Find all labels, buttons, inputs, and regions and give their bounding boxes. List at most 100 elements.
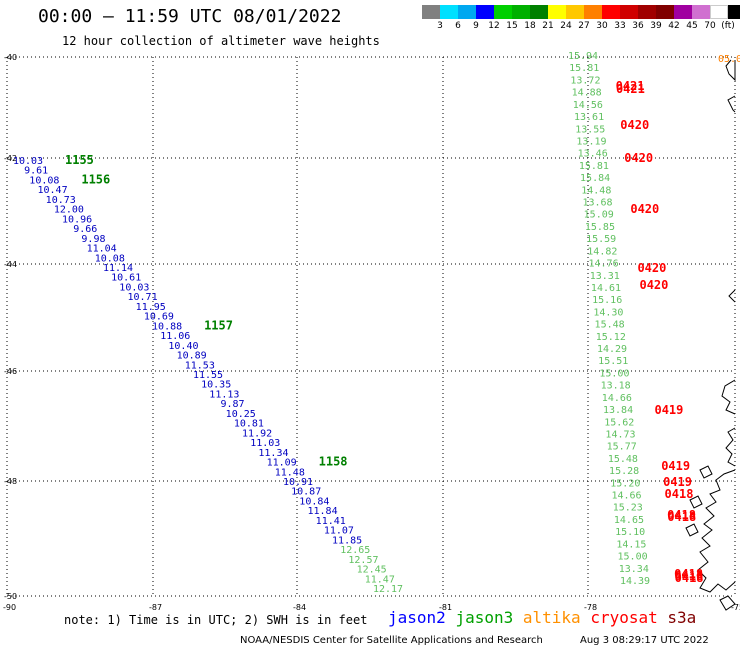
- swh-value: 9.66: [73, 224, 97, 235]
- swh-value: 10.73: [46, 195, 76, 206]
- color-scale-label: (ft): [721, 21, 735, 31]
- swh-value: 15.23: [613, 503, 643, 514]
- swh-value: 15.51: [598, 356, 628, 367]
- swh-value: 11.95: [136, 302, 166, 313]
- swh-value: 15.16: [592, 295, 622, 306]
- lon-label: -90: [3, 603, 16, 612]
- swh-value: 12.45: [357, 565, 387, 576]
- swh-value: 15.81: [579, 161, 609, 172]
- swh-value: 15.62: [604, 417, 634, 428]
- swh-value: 15.84: [580, 173, 610, 184]
- swh-value: 14.56: [573, 100, 603, 111]
- color-scale-label: 70: [704, 21, 716, 31]
- color-scale-label: 42: [668, 21, 680, 31]
- coastline-segment: [697, 469, 736, 593]
- swh-value: 13.31: [590, 271, 620, 282]
- swh-value: 10.08: [95, 253, 125, 264]
- color-scale-label: 15: [506, 21, 518, 31]
- swh-value: 10.96: [62, 214, 92, 225]
- swh-value: 11.07: [324, 526, 354, 537]
- swh-value: 14.76: [589, 259, 619, 270]
- swh-value: 12.00: [54, 205, 84, 216]
- swh-value: 14.15: [616, 539, 646, 550]
- timestamp-text: Aug 3 08:29:17 UTC 2022: [580, 635, 709, 646]
- color-scale-label: 3: [437, 21, 443, 31]
- axis-labels: -40 -42 -44 -46 -48 -50 -90 -87 -84 -81 -78 -75: [3, 53, 740, 612]
- coastline-segment: [699, 465, 713, 479]
- lat-label: -48: [4, 477, 17, 486]
- lon-label: -81: [439, 603, 452, 612]
- swh-value: 14.73: [605, 429, 635, 440]
- time-label: 0420: [639, 278, 668, 292]
- color-swatch: [422, 5, 440, 19]
- time-label: 0418: [667, 508, 696, 522]
- swh-value: 10.35: [201, 380, 231, 391]
- swh-value: 10.91: [283, 477, 313, 488]
- swh-value: 9.87: [220, 399, 244, 410]
- time-label: 0420: [620, 118, 649, 132]
- altika-value: 05.0: [718, 54, 740, 65]
- swh-value: 10.89: [177, 351, 207, 362]
- legend-cryosat: cryosat: [590, 608, 658, 627]
- swh-value: 10.61: [111, 273, 141, 284]
- color-scale-label: 12: [488, 21, 500, 31]
- lat-label: -42: [4, 154, 17, 163]
- time-label: 0419: [654, 403, 683, 417]
- swh-value: 10.71: [127, 292, 157, 303]
- swh-value: 15.12: [596, 332, 626, 343]
- swh-value: 10.81: [234, 419, 264, 430]
- swh-value: 14.66: [611, 491, 641, 502]
- swh-value: 14.66: [602, 393, 632, 404]
- color-swatch: [656, 5, 674, 19]
- swh-value: 13.84: [603, 405, 633, 416]
- coastline-segment: [728, 289, 736, 303]
- time-label: 0418: [674, 569, 703, 583]
- color-swatch: [710, 5, 728, 19]
- swh-value: 13.68: [582, 198, 612, 209]
- swh-value: 15.20: [610, 478, 640, 489]
- swh-value: 10.84: [299, 496, 329, 507]
- coastline-segment: [721, 379, 736, 415]
- coastline: [685, 59, 736, 611]
- swh-value: 13.34: [619, 564, 649, 575]
- swh-value: 10.40: [168, 341, 198, 352]
- legend-jason2: jason2: [388, 608, 446, 627]
- swh-value: 11.47: [365, 574, 395, 585]
- color-swatch: [692, 5, 710, 19]
- lat-label: -40: [4, 53, 17, 62]
- swh-value: 10.03: [13, 156, 43, 167]
- color-swatch: [440, 5, 458, 19]
- swh-value: 11.14: [103, 263, 133, 274]
- time-label: 0421: [616, 79, 645, 93]
- swh-value: 14.48: [581, 185, 611, 196]
- satellite-legend: jason2 jason3 altika cryosat s3a: [388, 608, 696, 627]
- coastline-segment: [685, 523, 699, 537]
- color-swatch: [458, 5, 476, 19]
- color-swatch: [494, 5, 512, 19]
- swh-value: 15.00: [599, 368, 629, 379]
- legend-s3a: s3a: [667, 608, 697, 627]
- color-scale-label: 30: [596, 21, 608, 31]
- lat-label: -44: [4, 260, 17, 269]
- color-swatch: [602, 5, 620, 19]
- coastline-segment: [689, 495, 703, 509]
- color-scale-label: 18: [524, 21, 536, 31]
- swh-value: 15.48: [595, 320, 625, 331]
- swh-value: 11.84: [307, 506, 337, 517]
- swh-value: 9.98: [81, 234, 105, 245]
- color-scale-label: 45: [686, 21, 698, 31]
- swh-value: 11.04: [87, 244, 117, 255]
- swh-value: 15.85: [585, 222, 615, 233]
- color-swatch: [584, 5, 602, 19]
- swh-value: 11.85: [332, 535, 362, 546]
- coastline-segment: [725, 59, 736, 82]
- chart-title: 00:00 — 11:59 UTC 08/01/2022: [38, 6, 342, 27]
- time-label: 0419: [663, 475, 692, 489]
- swh-value: 11.92: [242, 428, 272, 439]
- swh-value: 12.57: [348, 555, 378, 566]
- swh-value: 14.39: [620, 576, 650, 587]
- swh-value: 10.88: [152, 321, 182, 332]
- swh-value: 10.47: [37, 185, 67, 196]
- color-scale-label: 39: [650, 21, 662, 31]
